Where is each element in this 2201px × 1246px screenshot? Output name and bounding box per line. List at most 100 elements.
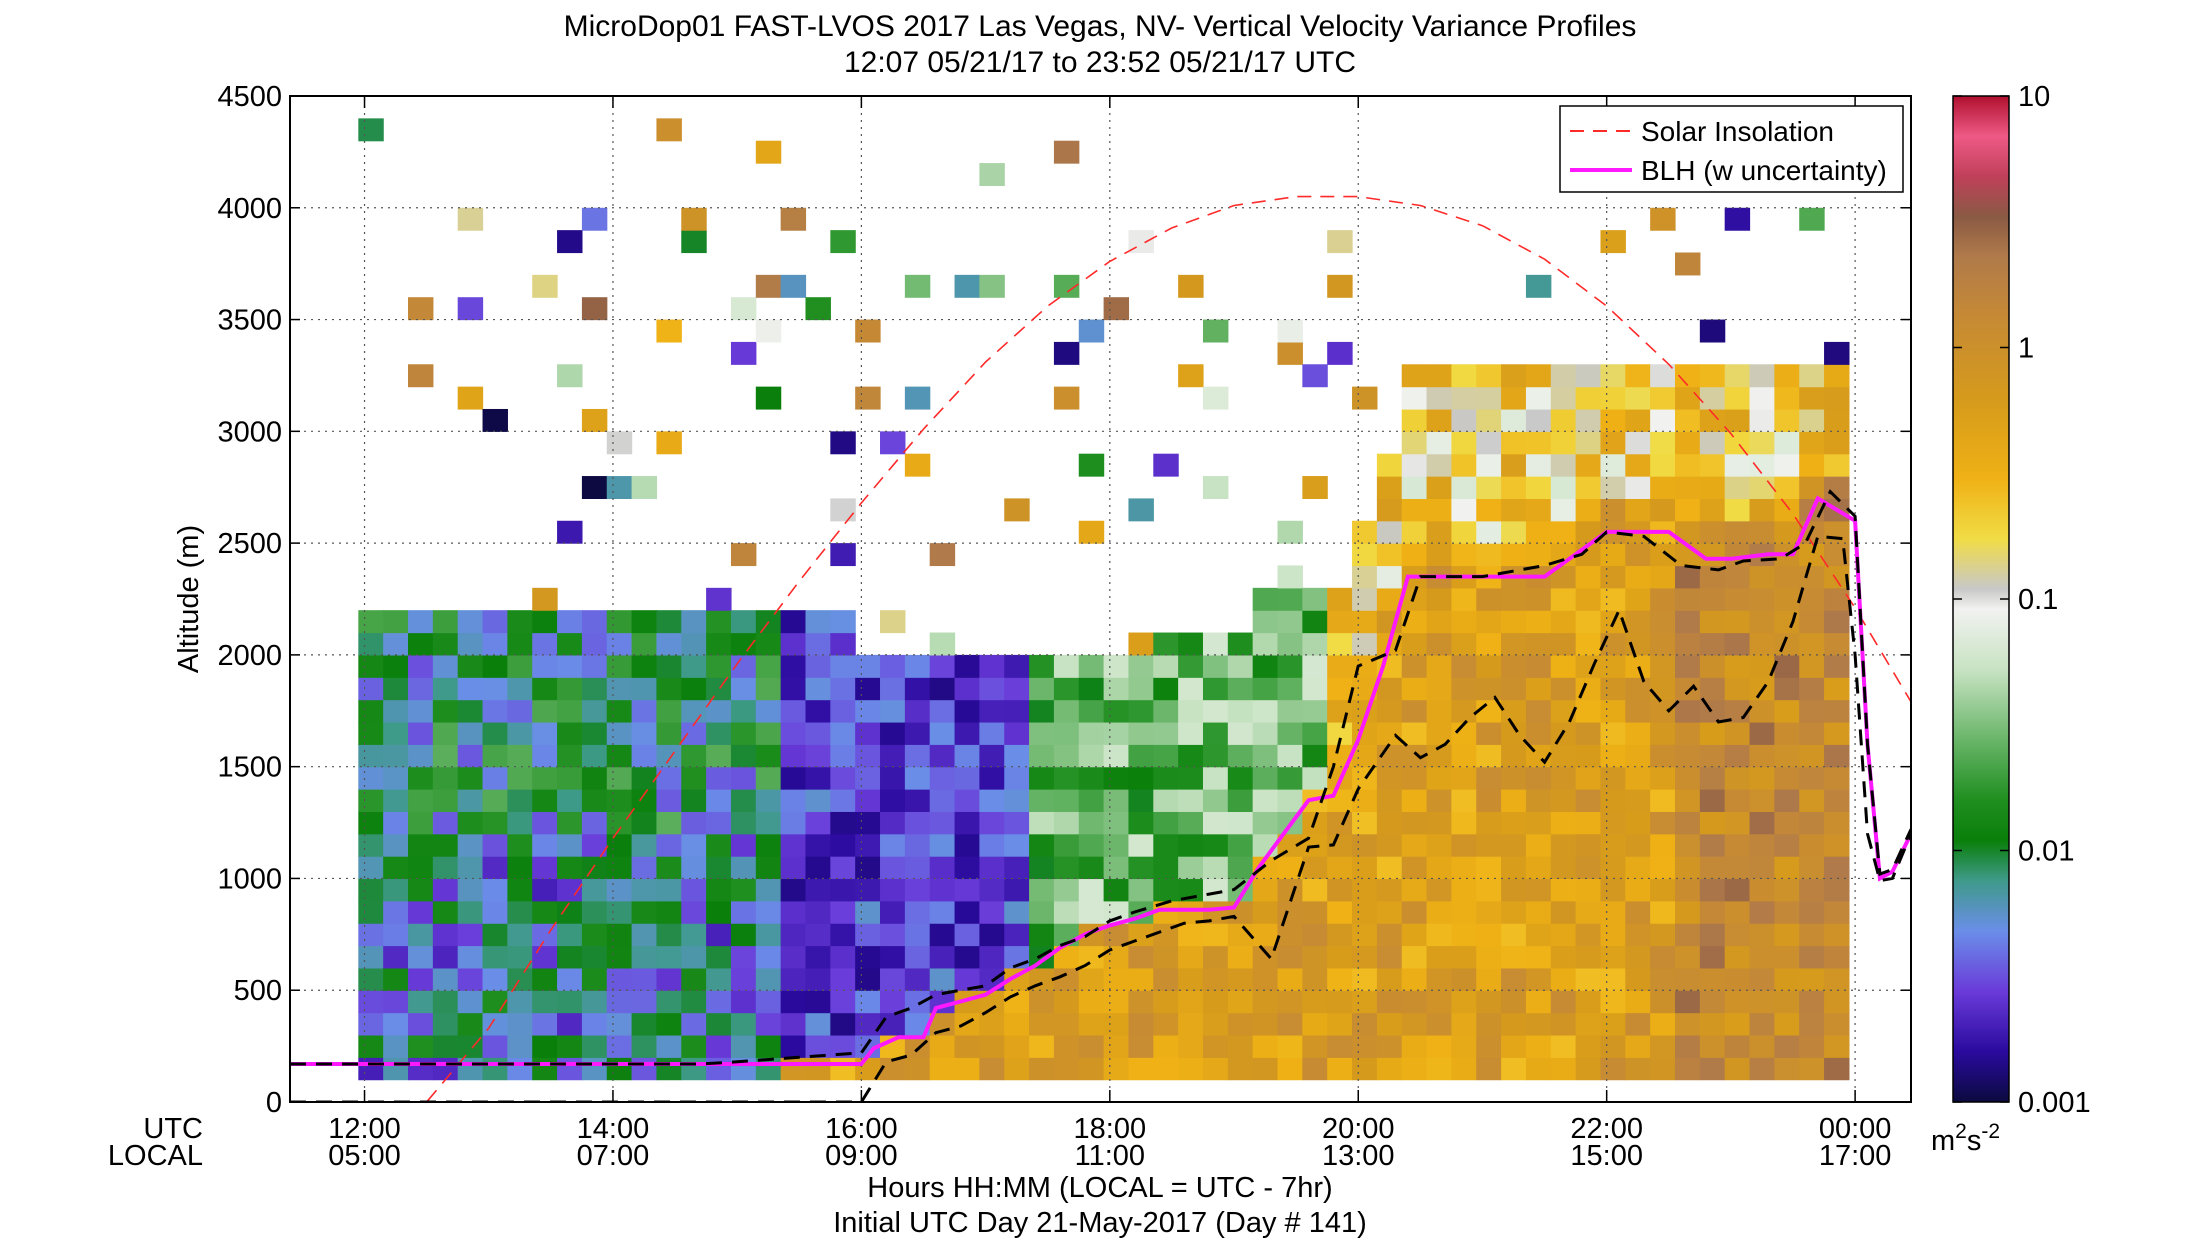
heatmap-cell xyxy=(1103,297,1130,321)
heatmap-cell xyxy=(1029,744,1055,768)
heatmap-cell xyxy=(457,207,484,231)
heatmap-cell xyxy=(1202,789,1229,812)
heatmap-cell xyxy=(1451,498,1477,522)
heatmap-cell xyxy=(1824,632,1850,656)
heatmap-cell xyxy=(383,789,409,812)
heatmap-cell xyxy=(1153,900,1179,924)
heatmap-cell xyxy=(1401,811,1428,835)
heatmap-cell xyxy=(706,721,732,745)
heatmap-cell xyxy=(1550,408,1577,432)
heatmap-cell xyxy=(1302,587,1328,611)
heatmap-cell xyxy=(830,1034,856,1058)
heatmap-cell xyxy=(1327,632,1353,656)
heatmap-cell xyxy=(1625,721,1651,745)
heatmap-cell xyxy=(1525,967,1552,991)
heatmap-cell xyxy=(880,654,906,678)
heatmap-cell xyxy=(1749,856,1775,880)
heatmap-cell xyxy=(1401,967,1428,991)
heatmap-cell xyxy=(1476,990,1502,1014)
heatmap-cell xyxy=(830,945,856,969)
heatmap-cell xyxy=(1650,789,1676,812)
heatmap-cell xyxy=(1352,811,1378,835)
heatmap-cell xyxy=(954,721,980,745)
heatmap-cell xyxy=(730,923,757,947)
heatmap-cell xyxy=(1824,744,1850,768)
heatmap-cell xyxy=(1799,1034,1825,1058)
heatmap-cell xyxy=(1376,744,1403,768)
heatmap-cell xyxy=(855,833,881,857)
heatmap-cell xyxy=(1053,1034,1080,1058)
heatmap-cell xyxy=(432,1057,459,1081)
heatmap-cell xyxy=(929,632,956,656)
heatmap-cell xyxy=(1600,476,1626,499)
heatmap-cell xyxy=(855,900,881,924)
heatmap-cell xyxy=(1724,967,1751,991)
heatmap-cell xyxy=(805,721,831,745)
heatmap-cell xyxy=(1575,789,1602,812)
heatmap-cell xyxy=(979,878,1005,902)
heatmap-cell xyxy=(830,677,856,701)
heatmap-cell xyxy=(1600,833,1626,857)
heatmap-cell xyxy=(383,610,409,634)
heatmap-cell xyxy=(755,699,782,723)
heatmap-cell xyxy=(1103,811,1130,835)
heatmap-cell xyxy=(581,207,608,231)
heatmap-cell xyxy=(1451,654,1477,678)
heatmap-cell xyxy=(805,1034,831,1058)
heatmap-cell xyxy=(1699,408,1726,432)
chart-title: MicroDop01 FAST-LVOS 2017 Las Vegas, NV-… xyxy=(564,10,1637,43)
heatmap-cell xyxy=(1426,654,1453,678)
heatmap-cell xyxy=(457,789,484,812)
heatmap-cell xyxy=(979,654,1005,678)
heatmap-cell xyxy=(532,699,558,723)
heatmap-cell xyxy=(1476,654,1502,678)
heatmap-cell xyxy=(656,878,682,902)
heatmap-cell xyxy=(1352,856,1378,880)
heatmap-cell xyxy=(805,699,831,723)
heatmap-cell xyxy=(755,923,782,947)
heatmap-cell xyxy=(1600,543,1626,567)
heatmap-cell xyxy=(507,721,533,745)
heatmap-cell xyxy=(880,945,906,969)
heatmap-cell xyxy=(805,766,831,790)
heatmap-cell xyxy=(1302,900,1328,924)
x-tick-label-utc: 20:00 xyxy=(1322,1113,1395,1145)
heatmap-cell xyxy=(1774,587,1800,611)
heatmap-cell xyxy=(1550,587,1577,611)
heatmap-cell xyxy=(681,744,707,768)
heatmap-cell xyxy=(1550,1057,1577,1081)
heatmap-cell xyxy=(1650,207,1676,231)
heatmap-cell xyxy=(358,967,384,991)
heatmap-cell xyxy=(1749,923,1775,947)
heatmap-cell xyxy=(929,856,956,880)
heatmap-cell xyxy=(730,1012,757,1036)
heatmap-cell xyxy=(1252,654,1279,678)
heatmap-cell xyxy=(730,610,757,634)
heatmap-cell xyxy=(1799,654,1825,678)
heatmap-cell xyxy=(1128,632,1154,656)
heatmap-cell xyxy=(855,766,881,790)
heatmap-cell xyxy=(1352,587,1378,611)
heatmap-cell xyxy=(1376,520,1403,544)
heatmap-cell xyxy=(780,721,807,745)
heatmap-cell xyxy=(1327,699,1353,723)
heatmap-cell xyxy=(929,789,956,812)
heatmap-cell xyxy=(1302,721,1328,745)
heatmap-cell xyxy=(1774,364,1800,388)
heatmap-cell xyxy=(656,856,682,880)
heatmap-cell xyxy=(1227,654,1254,678)
heatmap-cell xyxy=(1650,856,1676,880)
heatmap-cell xyxy=(1699,1057,1726,1081)
heatmap-cell xyxy=(1600,1034,1626,1058)
heatmap-cell xyxy=(954,1034,980,1058)
heatmap-cell xyxy=(1824,587,1850,611)
heatmap-cell xyxy=(532,990,558,1014)
heatmap-cell xyxy=(1401,677,1428,701)
heatmap-cell xyxy=(631,766,658,790)
heatmap-cell xyxy=(383,1034,409,1058)
heatmap-cell xyxy=(1550,923,1577,947)
heatmap-cell xyxy=(408,677,434,701)
heatmap-cell xyxy=(1600,699,1626,723)
heatmap-cell xyxy=(432,878,459,902)
heatmap-cell xyxy=(1327,833,1353,857)
